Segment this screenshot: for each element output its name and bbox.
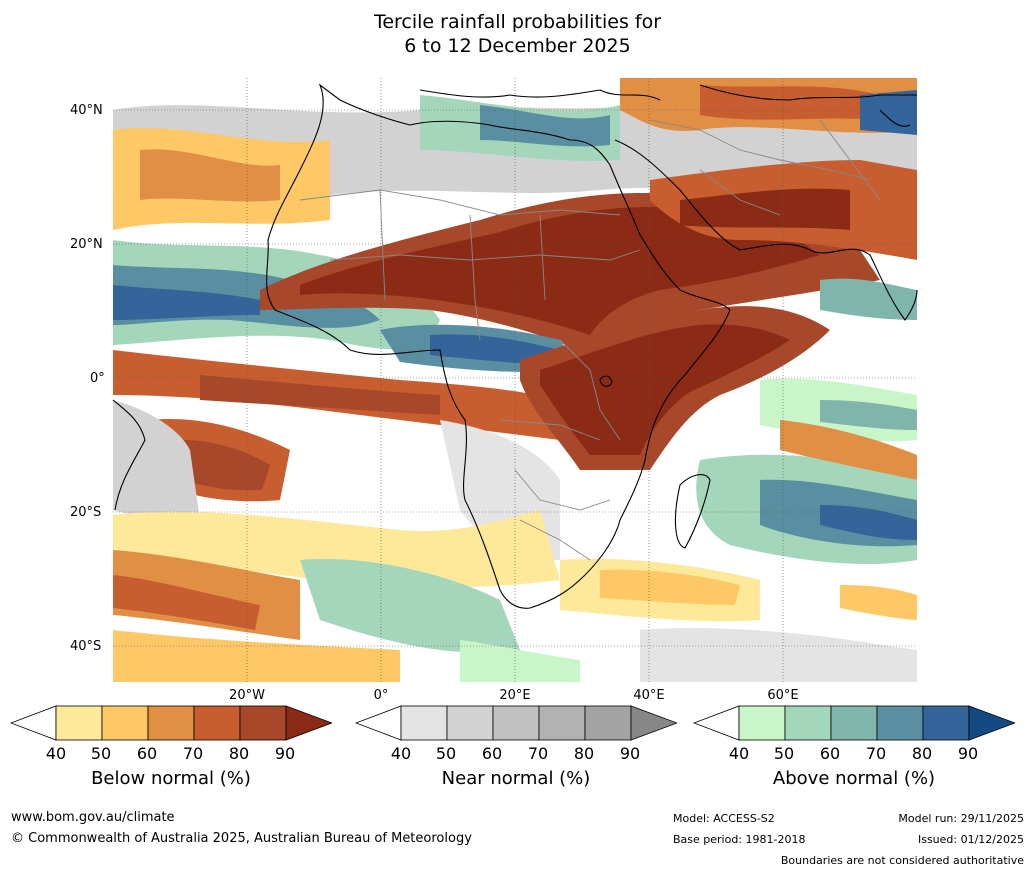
colorbar-segment: [193, 705, 241, 741]
tick-label: 50: [435, 744, 457, 763]
lat-label-40s: 40°S: [70, 639, 102, 654]
tick-label: 60: [481, 744, 503, 763]
colorbar-segment: [784, 705, 832, 741]
colorbar-segment: [55, 705, 103, 741]
tick-label: 40: [45, 744, 67, 763]
map-field: [113, 78, 917, 682]
colorbar-near-normal: [355, 705, 677, 741]
footer-copyright: © Commonwealth of Australia 2025, Austra…: [11, 831, 472, 846]
tick-label: 40: [728, 744, 750, 763]
tick-label: 80: [573, 744, 595, 763]
tick-label: 90: [619, 744, 641, 763]
tick-label: 80: [911, 744, 933, 763]
tick-label: 50: [90, 744, 112, 763]
colorbar-segment: [738, 705, 786, 741]
tick-label: 80: [228, 744, 250, 763]
tick-label: 70: [182, 744, 204, 763]
colorbar-segment: [492, 705, 540, 741]
lat-label-40n: 40°N: [70, 103, 103, 118]
tick-label: 50: [773, 744, 795, 763]
map-title: Tercile rainfall probabilities for 6 to …: [0, 10, 1035, 58]
colorbar-high-extension: [630, 705, 677, 741]
tick-label: 40: [390, 744, 412, 763]
colorbar-segment: [830, 705, 878, 741]
lat-label-20n: 20°N: [70, 237, 103, 252]
tick-label: 60: [819, 744, 841, 763]
lon-label-60e: 60°E: [767, 688, 799, 703]
colorbar-segment: [400, 705, 448, 741]
colorbar-segment: [446, 705, 494, 741]
colorbar-above-normal: [693, 705, 1015, 741]
legend-label-above: Above normal (%): [772, 768, 936, 789]
colorbar-high-extension: [285, 705, 332, 741]
tick-label: 70: [527, 744, 549, 763]
colorbar-segment: [538, 705, 586, 741]
lat-label-20s: 20°S: [70, 505, 102, 520]
colorbar-segment: [101, 705, 149, 741]
footer-url: www.bom.gov.au/climate: [11, 810, 175, 825]
lon-label-20w: 20°W: [229, 688, 265, 703]
lon-label-40e: 40°E: [633, 688, 665, 703]
colorbar-segment: [876, 705, 924, 741]
colorbar-low-extension: [10, 705, 57, 741]
colorbar-low-extension: [355, 705, 402, 741]
lon-label-0: 0°: [373, 688, 389, 703]
country-borders: [299, 119, 881, 561]
coastlines: [112, 83, 918, 609]
legend-label-near: Near normal (%): [441, 768, 591, 789]
colorbar-low-extension: [693, 705, 740, 741]
tick-label: 90: [957, 744, 979, 763]
legend-label-below: Below normal (%): [91, 768, 251, 789]
colorbar-segment: [922, 705, 970, 741]
footer-base-period: Base period: 1981-2018: [673, 833, 806, 846]
tick-label: 60: [136, 744, 158, 763]
colorbar-segment: [584, 705, 632, 741]
colorbar-segment: [147, 705, 195, 741]
footer-disclaimer: Boundaries are not considered authoritat…: [780, 854, 1024, 867]
footer-model: Model: ACCESS-S2: [673, 812, 775, 825]
colorbar-high-extension: [968, 705, 1015, 741]
title-line-1: Tercile rainfall probabilities for: [373, 11, 662, 33]
tick-label: 90: [274, 744, 296, 763]
footer-issued: Issued: 01/12/2025: [917, 833, 1024, 846]
tick-label: 70: [865, 744, 887, 763]
colorbar-below-normal: [10, 705, 332, 741]
lat-label-equator: 0°: [90, 371, 105, 386]
lon-label-20e: 20°E: [499, 688, 531, 703]
footer-model-run: Model run: 29/11/2025: [898, 812, 1024, 825]
title-line-2: 6 to 12 December 2025: [404, 35, 631, 57]
colorbar-segment: [239, 705, 287, 741]
